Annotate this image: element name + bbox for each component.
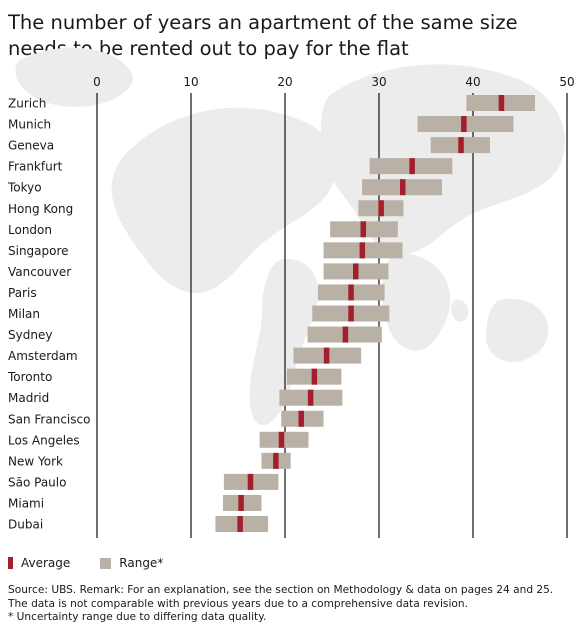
- average-marker-geneva: [458, 137, 464, 154]
- average-marker-dubai: [237, 516, 243, 532]
- category-label-hong-kong: Hong Kong: [8, 202, 73, 216]
- category-label-miami: Miami: [8, 496, 44, 510]
- category-label-singapore: Singapore: [8, 244, 69, 258]
- category-label-sydney: Sydney: [8, 328, 52, 342]
- chart-x-tick-labels: 0 10 20 30 40 50: [93, 75, 574, 89]
- average-marker-madrid: [307, 389, 314, 406]
- chart-category-labels: Zurich Munich Geneva Frankfurt Tokyo Hong Kon…: [7, 97, 90, 532]
- x-tick-label-20: 20: [277, 75, 292, 89]
- category-label-frankfurt: Frankfurt: [8, 160, 63, 174]
- category-label-madrid: Madrid: [8, 391, 49, 405]
- average-marker-amsterdam: [323, 347, 330, 364]
- legend-label-range: Range*: [119, 556, 164, 570]
- category-label-san-francisco: San Francisco: [8, 412, 90, 426]
- average-marker-sao-paulo: [247, 473, 254, 490]
- average-marker-frankfurt: [409, 158, 415, 175]
- x-tick-label-40: 40: [465, 75, 480, 89]
- average-marker-miami: [238, 494, 244, 511]
- average-marker-san-francisco: [298, 410, 304, 427]
- footnote-source: Source: UBS. Remark: For an explanation,…: [8, 584, 554, 596]
- category-label-los-angeles: Los Angeles: [8, 433, 80, 447]
- legend-item-average: Average: [8, 556, 70, 570]
- category-label-new-york: New York: [8, 454, 63, 468]
- average-marker-vancouver: [353, 263, 359, 280]
- average-marker-singapore: [359, 242, 366, 259]
- category-label-munich: Munich: [8, 118, 51, 132]
- x-tick-label-50: 50: [559, 75, 574, 89]
- legend-item-range: Range*: [100, 556, 163, 570]
- chart-legend: Average Range*: [8, 556, 193, 570]
- category-label-vancouver: Vancouver: [8, 265, 71, 279]
- category-label-dubai: Dubai: [8, 518, 43, 532]
- average-marker-sydney: [342, 326, 349, 343]
- x-tick-label-30: 30: [371, 75, 386, 89]
- average-marker-london: [360, 221, 367, 238]
- category-label-zurich: Zurich: [8, 97, 46, 111]
- footnote-uncertainty: * Uncertainty range due to differing dat…: [8, 611, 267, 624]
- legend-label-average: Average: [21, 556, 71, 570]
- category-label-toronto: Toronto: [7, 370, 52, 384]
- average-marker-los-angeles: [278, 431, 285, 448]
- chart-footnotes: Source: UBS. Remark: For an explanation,…: [8, 584, 553, 625]
- average-marker-zurich: [498, 95, 505, 111]
- category-label-sao-paulo: São Paulo: [8, 475, 66, 489]
- category-label-milan: Milan: [8, 307, 40, 321]
- chart-title: The number of years an apartment of the …: [8, 11, 518, 60]
- average-marker-new-york: [273, 452, 279, 469]
- average-marker-munich: [461, 116, 467, 133]
- x-tick-label-10: 10: [183, 75, 198, 89]
- category-label-tokyo: Tokyo: [7, 181, 42, 195]
- average-marker-toronto: [311, 368, 318, 385]
- footnote-revision: The data is not comparable with previous…: [8, 597, 468, 610]
- average-marker-milan: [348, 305, 354, 322]
- chart-bars: [215, 95, 536, 532]
- x-tick-label-0: 0: [93, 75, 101, 89]
- legend-swatch-average: [8, 557, 13, 569]
- average-marker-paris: [348, 284, 354, 301]
- category-label-london: London: [8, 223, 52, 237]
- chart-canvas: 0 10 20 30 40 50 Zurich Munich Geneva Frankfurt T…: [7, 47, 575, 538]
- average-marker-tokyo: [400, 179, 406, 196]
- category-label-geneva: Geneva: [8, 139, 54, 153]
- category-label-paris: Paris: [8, 286, 37, 300]
- average-marker-hong-kong: [378, 200, 384, 217]
- legend-swatch-range: [100, 557, 112, 569]
- category-label-amsterdam: Amsterdam: [8, 349, 78, 363]
